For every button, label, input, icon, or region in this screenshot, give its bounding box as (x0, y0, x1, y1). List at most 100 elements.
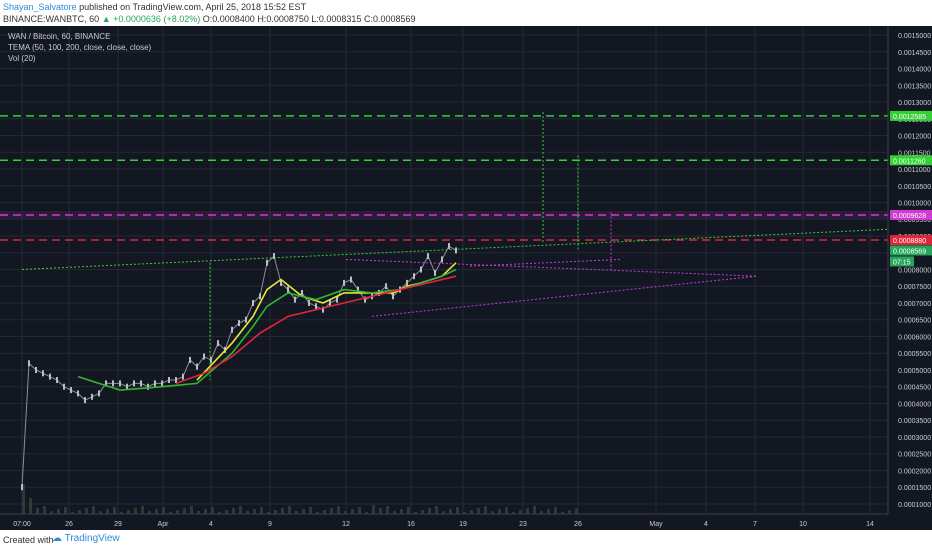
price-candle (259, 293, 261, 300)
x-tick-label: 4 (209, 521, 213, 528)
volume-bar (120, 512, 123, 514)
volume-bar (330, 508, 333, 514)
x-tick-label: 10 (799, 521, 807, 528)
volume-bar (127, 510, 130, 514)
volume-bar (71, 512, 74, 514)
volume-bar (477, 508, 480, 514)
price-candle (21, 484, 23, 491)
volume-bar (43, 506, 46, 514)
volume-bar (232, 508, 235, 514)
level-layer (0, 115, 888, 241)
x-tick-label: 26 (574, 521, 582, 528)
price-change: +0.0000636 (+8.02%) (113, 14, 201, 24)
volume-bar (169, 512, 172, 514)
volume-bar (407, 507, 410, 514)
price-candle (406, 279, 408, 286)
price-candle (112, 380, 114, 387)
price-candle (56, 377, 58, 384)
volume-bar (281, 508, 284, 514)
volume-bar (547, 509, 550, 514)
price-candle (441, 256, 443, 263)
countdown-text: 07:15 (893, 259, 911, 266)
price-candle (427, 253, 429, 260)
volume-bar (78, 510, 81, 514)
y-tick-label: 0.0012000 (898, 134, 931, 141)
tradingview-logo[interactable]: ☁ TradingView (52, 533, 120, 544)
volume-bar (393, 511, 396, 514)
x-tick-label: 16 (407, 521, 415, 528)
volume-bar (162, 507, 165, 514)
plot-background (0, 26, 888, 514)
volume-bar (57, 509, 60, 514)
volume-bar (239, 506, 242, 514)
author-link[interactable]: Shayan_Salvatore (3, 2, 77, 12)
price-candle (203, 353, 205, 360)
y-tick-label: 0.0007500 (898, 284, 931, 291)
volume-bar (106, 509, 109, 514)
volume-bar (295, 511, 298, 514)
triangle-lower (371, 275, 758, 317)
x-tick-label: 7 (753, 521, 757, 528)
price-candle (77, 390, 79, 397)
y-tick-label: 0.0011500 (898, 150, 931, 157)
volume-bar (22, 484, 25, 514)
volume-bar (99, 511, 102, 514)
volume-bar (533, 506, 536, 514)
published-text: published on TradingView.com, April 25, … (79, 2, 307, 12)
price-candle (448, 243, 450, 250)
volume-bar (561, 512, 564, 514)
x-tick-label: 07:00 (13, 521, 31, 528)
y-tick-label: 0.0004000 (898, 401, 931, 408)
price-candle (385, 283, 387, 290)
volume-bar (491, 511, 494, 514)
price-label-box (890, 245, 932, 256)
price-candle (49, 373, 51, 380)
price-candle (133, 380, 135, 387)
volume-bar (456, 507, 459, 514)
volume-bar (337, 506, 340, 514)
price-candle (420, 266, 422, 273)
volume-bar (267, 512, 270, 514)
volume-bar (463, 512, 466, 514)
price-candle (238, 320, 240, 327)
volume-bar (309, 507, 312, 514)
axis-layer: 0.0015000 0.0014500 0.0014000 0.0013500 0.00… (0, 26, 932, 530)
close-label: C: (363, 14, 373, 24)
high-label: H: (257, 14, 267, 24)
volume-bar (512, 512, 515, 514)
price-candle (392, 293, 394, 300)
grid-layer (0, 26, 888, 514)
volume-bar (92, 506, 95, 514)
chart-area[interactable]: 0.0015000 0.0014500 0.0014000 0.0013500 0.00… (0, 26, 932, 530)
price-candle (182, 373, 184, 380)
open-label: O: (202, 14, 213, 24)
y-tick-label: 0.0003000 (898, 435, 931, 442)
y-tick-label: 0.0005000 (898, 368, 931, 375)
y-tick-label: 0.0001500 (898, 485, 931, 492)
price-candle (147, 383, 149, 390)
volume-bar (421, 510, 424, 514)
symbol-interval: BINANCE:WANBTC, 60 (3, 14, 100, 24)
y-tick-label: 0.0014000 (898, 67, 931, 74)
volume-bar (148, 511, 151, 514)
y-tick-label: 0.0013000 (898, 100, 931, 107)
price-chart[interactable]: 0.0015000 0.0014500 0.0014000 0.0013500 0.00… (0, 26, 932, 530)
volume-bar (302, 509, 305, 514)
volume-bar (386, 506, 389, 514)
created-with-text: Created with (3, 535, 54, 545)
y-tick-label: 0.0009500 (898, 217, 931, 224)
high-value: 0.0008750 (266, 14, 309, 24)
x-tick-label: Apr (158, 521, 170, 528)
volume-bar (519, 510, 522, 514)
volume-bar (253, 509, 256, 514)
low-value: 0.0008315 (318, 14, 362, 24)
y-tick-label: 0.0004500 (898, 385, 931, 392)
magenta-band (0, 210, 888, 219)
price-candle (413, 273, 415, 280)
volume-bar (554, 507, 557, 514)
x-tick-label: 4 (704, 521, 708, 528)
price-candle (189, 356, 191, 363)
volume-bar (372, 505, 375, 514)
price-label-text: 0.0009628 (893, 213, 926, 220)
y-tick-label: 0.0003500 (898, 418, 931, 425)
